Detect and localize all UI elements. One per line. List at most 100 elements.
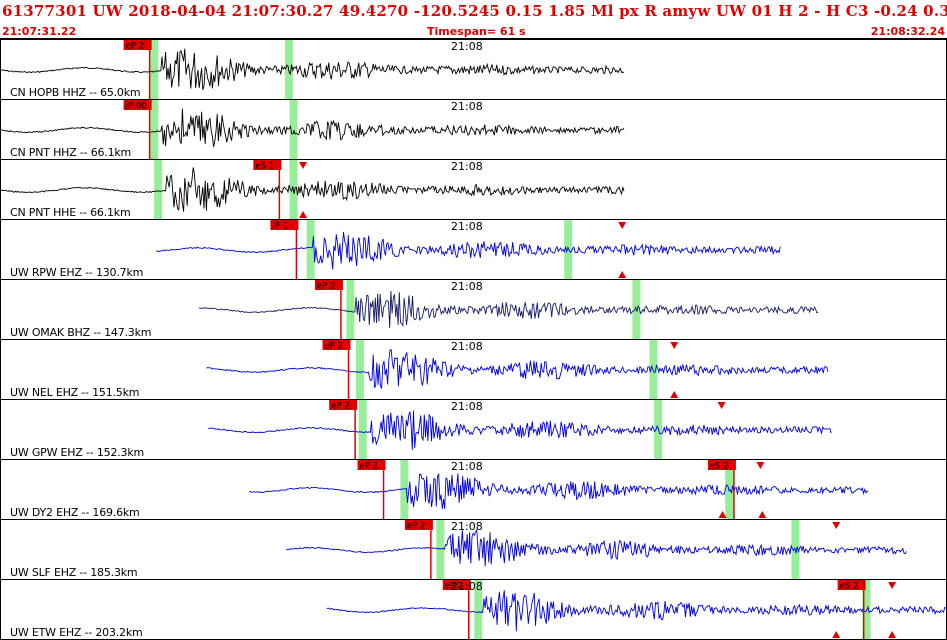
pick-label: eP 2: [324, 342, 342, 352]
phase-window-marker[interactable]: [564, 220, 573, 280]
station-channel-label: UW SLF EHZ -- 185.3km: [10, 566, 138, 579]
phase-pick-flag[interactable]: iP 1: [270, 220, 299, 280]
pick-label: eS 1: [255, 162, 274, 172]
header-bar: 61377301 UW 2018-04-04 21:07:30.27 49.42…: [0, 0, 947, 24]
pick-label: eP 2: [317, 282, 335, 292]
station-channel-label: UW ETW EHZ -- 203.2km: [10, 626, 143, 639]
phase-window-marker[interactable]: [654, 400, 663, 460]
waveform-svg: eP 2: [208, 400, 832, 460]
minute-tick-label: 21:08: [451, 40, 483, 53]
end-time-label: 21:08:32.24: [870, 25, 945, 38]
pick-label: eP 2: [331, 402, 349, 412]
panel-divider: [0, 99, 947, 100]
panel-divider: [0, 399, 947, 400]
phase-pick-flag[interactable]: eP 2: [314, 280, 343, 340]
waveform-svg: eP 2 eS 2: [326, 580, 947, 640]
phase-pick-flag[interactable]: eP 2: [329, 400, 358, 460]
trace-panel[interactable]: iP 00 21:08 CN PNT HHZ -- 66.1km: [0, 100, 947, 160]
timespan-label: Timespan= 61 s: [427, 25, 526, 38]
pick-label: iP 1: [272, 222, 288, 232]
waveform-svg: eP 2: [285, 520, 907, 580]
arrival-marker-up-icon: [888, 631, 897, 638]
minute-tick-label: 21:08: [451, 580, 483, 593]
station-channel-label: UW DY2 EHZ -- 169.6km: [10, 506, 140, 519]
minute-tick-label: 21:08: [451, 520, 483, 533]
waveform-line: [198, 290, 819, 328]
arrival-marker-down-icon: [618, 222, 627, 229]
waveform-line: [0, 48, 625, 91]
station-channel-label: CN PNT HHE -- 66.1km: [10, 206, 131, 219]
pick-label: eP 2: [407, 522, 425, 532]
trace-panel[interactable]: eP 2 21:08 CN HOPB HHZ -- 65.0km: [0, 40, 947, 100]
trace-panel[interactable]: eS 1 21:08 CN PNT HHE -- 66.1km: [0, 160, 947, 220]
station-channel-label: UW RPW EHZ -- 130.7km: [10, 266, 144, 279]
trace-panel[interactable]: eP 2 eS 2 21:08 UW ETW EHZ -- 203.2km: [0, 580, 947, 640]
trace-panel[interactable]: eP 2 21:08 UW NEL EHZ -- 151.5km: [0, 340, 947, 400]
waveform-line: [326, 590, 947, 632]
arrival-marker-down-icon: [832, 522, 841, 529]
panel-divider: [0, 279, 947, 280]
time-axis-bar: 21:07:31.22 Timespan= 61 s 21:08:32.24: [0, 24, 947, 38]
phase-window-marker[interactable]: [355, 340, 364, 400]
trace-panel[interactable]: eP 2 eS 2 21:08 UW DY2 EHZ -- 169.6km: [0, 460, 947, 520]
phase-window-marker[interactable]: [474, 580, 483, 640]
phase-window-marker[interactable]: [400, 460, 409, 520]
phase-pick-flag[interactable]: iP 00: [123, 100, 152, 160]
phase-pick-flag[interactable]: eP 2: [404, 520, 433, 580]
trace-panel[interactable]: iP 1 21:08 UW RPW EHZ -- 130.7km: [0, 220, 947, 280]
station-channel-label: UW OMAK BHZ -- 147.3km: [10, 326, 152, 339]
waveform-line: [0, 108, 625, 147]
minute-tick-label: 21:08: [451, 340, 483, 353]
phase-window-marker[interactable]: [306, 220, 315, 280]
phase-pick-flag[interactable]: eS 2: [837, 580, 866, 640]
phase-window-marker[interactable]: [358, 400, 367, 460]
minute-tick-label: 21:08: [451, 460, 483, 473]
waveform-line: [0, 167, 625, 212]
arrival-marker-down-icon: [756, 462, 765, 469]
phase-window-marker[interactable]: [150, 40, 159, 100]
minute-tick-label: 21:08: [451, 220, 483, 233]
minute-tick-label: 21:08: [451, 400, 483, 413]
phase-window-marker[interactable]: [346, 280, 355, 340]
trace-panel[interactable]: eP 2 21:08 UW OMAK BHZ -- 147.3km: [0, 280, 947, 340]
arrival-marker-down-icon: [888, 582, 897, 589]
trace-panel[interactable]: eP 2 21:08 UW GPW EHZ -- 152.3km: [0, 400, 947, 460]
trace-panel[interactable]: eP 2 21:08 UW SLF EHZ -- 185.3km: [0, 520, 947, 580]
panel-divider: [0, 579, 947, 580]
arrival-marker-down-icon: [670, 342, 679, 349]
phase-window-marker[interactable]: [154, 160, 163, 220]
waveform-svg: eS 1: [0, 160, 625, 220]
arrival-marker-down-icon: [717, 402, 726, 409]
header-separator: [0, 38, 947, 40]
pick-label: eS 2: [710, 462, 729, 472]
phase-pick-flag[interactable]: eS 1: [253, 160, 282, 220]
pick-label: eP 2: [445, 582, 463, 592]
arrival-marker-up-icon: [832, 631, 841, 638]
minute-tick-label: 21:08: [451, 280, 483, 293]
waveform-line: [156, 231, 781, 270]
panel-divider: [0, 459, 947, 460]
arrival-marker-up-icon: [670, 391, 679, 398]
pick-label: eP 2: [126, 42, 144, 52]
phase-window-marker[interactable]: [150, 100, 159, 160]
start-time-label: 21:07:31.22: [2, 25, 77, 38]
event-summary-title: 61377301 UW 2018-04-04 21:07:30.27 49.42…: [2, 2, 947, 20]
panel-divider: [0, 219, 947, 220]
seismogram-traces[interactable]: eP 2 21:08 CN HOPB HHZ -- 65.0km iP 00 21:08…: [0, 40, 947, 640]
phase-pick-flag[interactable]: eS 2: [707, 460, 736, 520]
minute-tick-label: 21:08: [451, 100, 483, 113]
station-channel-label: UW GPW EHZ -- 152.3km: [10, 446, 145, 459]
pick-label: eP 2: [360, 462, 378, 472]
waveform-svg: eP 2 eS 2: [249, 460, 869, 520]
waveform-svg: eP 2: [198, 280, 819, 340]
phase-pick-flag[interactable]: eP 2: [357, 460, 386, 520]
station-channel-label: CN PNT HHZ -- 66.1km: [10, 146, 132, 159]
arrival-marker-up-icon: [718, 511, 727, 518]
phase-pick-flag[interactable]: eP 2: [442, 580, 471, 640]
waveform-line: [285, 528, 907, 567]
waveform-line: [249, 472, 869, 510]
phase-pick-flag[interactable]: eP 2: [123, 40, 152, 100]
phase-window-marker[interactable]: [436, 520, 445, 580]
phase-window-marker[interactable]: [289, 100, 298, 160]
phase-pick-flag[interactable]: eP 2: [322, 340, 351, 400]
